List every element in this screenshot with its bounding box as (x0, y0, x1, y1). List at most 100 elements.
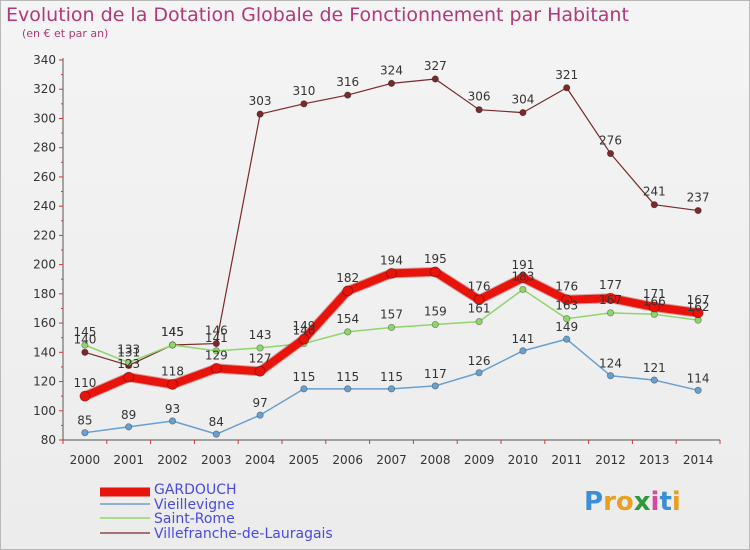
proxiti-logo: Proxiti (584, 487, 681, 517)
data-point (167, 379, 178, 390)
data-point (212, 347, 220, 355)
x-tick-label: 2002 (157, 453, 188, 467)
data-label: 183 (511, 269, 534, 283)
data-point (561, 294, 573, 306)
data-label: 97 (252, 396, 267, 410)
data-point (517, 272, 529, 284)
data-point (431, 382, 439, 390)
y-tick-label: 180 (33, 287, 56, 301)
data-point (431, 320, 439, 329)
x-tick-label: 2013 (639, 453, 670, 467)
y-tick-label: 220 (33, 228, 56, 242)
x-tick-label: 2011 (551, 453, 582, 467)
data-point (694, 386, 702, 394)
data-point (429, 266, 441, 278)
data-label: 146 (205, 324, 228, 338)
logo-letter: i (650, 487, 660, 517)
data-point (168, 417, 177, 425)
data-label: 306 (468, 90, 491, 104)
data-label: 85 (77, 414, 92, 428)
x-tick-label: 2014 (683, 453, 714, 467)
data-label: 84 (209, 415, 224, 429)
data-label: 127 (249, 351, 272, 365)
x-tick-label: 2009 (464, 453, 495, 467)
x-tick-label: 2008 (420, 453, 451, 467)
data-label: 146 (292, 324, 315, 338)
data-point (606, 309, 615, 317)
data-label: 123 (117, 357, 140, 371)
data-point (212, 430, 220, 438)
logo-letter: i (671, 487, 681, 517)
data-point (606, 372, 615, 380)
data-point (606, 149, 615, 158)
y-tick-label: 240 (33, 199, 56, 213)
data-label: 140 (73, 332, 96, 346)
data-point (475, 106, 483, 114)
data-point (125, 358, 133, 367)
data-point (563, 335, 571, 343)
data-point (256, 344, 264, 352)
y-tick-label: 260 (33, 170, 56, 184)
data-label: 191 (511, 258, 534, 272)
data-label: 159 (424, 305, 447, 319)
data-point (694, 206, 702, 215)
legend-label: Vieillevigne (154, 496, 235, 513)
data-label: 110 (73, 376, 96, 390)
data-label: 303 (249, 94, 272, 108)
data-label: 176 (468, 280, 491, 294)
data-point (605, 292, 616, 304)
y-tick-label: 80 (41, 433, 56, 447)
x-tick-label: 2000 (70, 453, 101, 467)
data-label: 316 (336, 75, 359, 89)
data-point (650, 376, 658, 384)
data-label: 93 (165, 402, 180, 416)
data-label: 131 (117, 345, 140, 359)
data-point (344, 328, 352, 336)
data-point (342, 285, 354, 297)
chart-title: Evolution de la Dotation Globale de Fonc… (6, 4, 629, 26)
data-label: 163 (555, 299, 578, 313)
data-label: 167 (599, 293, 622, 307)
x-tick-label: 2005 (289, 453, 320, 467)
data-point (212, 339, 220, 348)
data-point (300, 385, 308, 393)
data-point (563, 315, 571, 323)
data-point (519, 285, 527, 294)
data-point (431, 75, 439, 83)
data-point (256, 110, 264, 118)
data-label: 145 (161, 325, 184, 339)
x-tick-label: 2006 (332, 453, 363, 467)
data-label: 89 (121, 408, 136, 422)
data-label: 161 (468, 302, 491, 316)
data-label: 124 (599, 357, 622, 371)
data-label: 133 (117, 343, 140, 357)
data-point (300, 100, 308, 108)
data-point (650, 201, 658, 209)
data-point (79, 390, 91, 402)
data-label: 143 (249, 328, 272, 342)
data-label: 115 (380, 370, 403, 384)
y-tick-label: 140 (33, 345, 56, 359)
data-point (210, 362, 222, 374)
logo-letter: r (603, 487, 616, 517)
data-point (648, 301, 660, 313)
y-tick-label: 120 (33, 375, 56, 389)
y-tick-label: 340 (33, 53, 56, 67)
data-point (473, 294, 485, 306)
legend-label: Saint-Rome (154, 511, 235, 527)
data-point (387, 323, 396, 332)
data-label: 149 (292, 319, 315, 333)
series-line (84, 78, 699, 367)
y-tick-label: 300 (33, 111, 56, 125)
data-point (519, 109, 527, 117)
logo-letter: x (633, 487, 651, 517)
data-label: 167 (687, 293, 710, 307)
data-label: 194 (380, 253, 403, 267)
legend-label: GARDOUCH (154, 482, 237, 498)
data-point (344, 91, 352, 99)
data-point (168, 341, 177, 349)
data-label: 145 (73, 325, 96, 339)
data-label: 321 (555, 68, 578, 82)
